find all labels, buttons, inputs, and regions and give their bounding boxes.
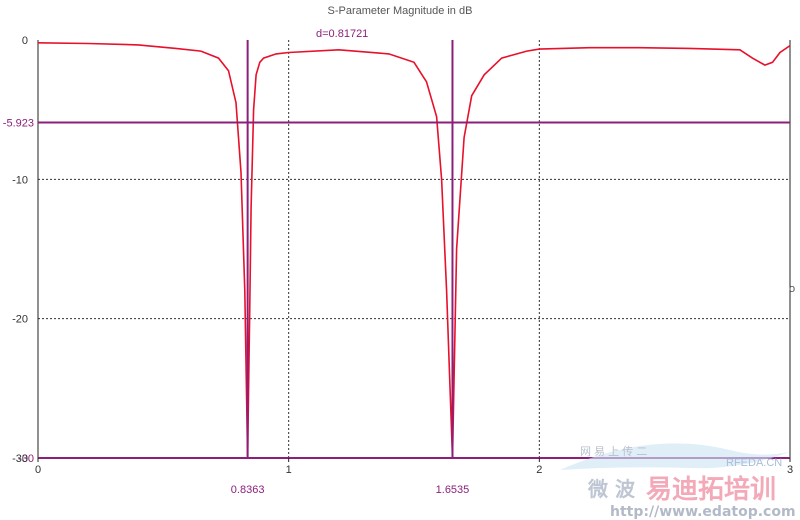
watermark: 网 易 上 传 二 RFEDA.CN 微 波 易迪拓培训 http://www.… bbox=[560, 443, 796, 520]
chart-title: S-Parameter Magnitude in dB bbox=[328, 5, 473, 17]
watermark-site: RFEDA.CN bbox=[726, 457, 782, 469]
x-tick-label-2: 2 bbox=[536, 464, 542, 476]
tick-layer: 0 1 2 3 0 -10 -20 -30 bbox=[12, 35, 793, 476]
marker-label-y-2: -5.923 bbox=[3, 118, 34, 130]
series-line-0 bbox=[37, 42, 791, 459]
y-tick-label-3: -30 bbox=[12, 453, 28, 465]
marker-layer: 0.8363 1.6535 -5.923 -30 bbox=[3, 40, 790, 496]
axis-layer bbox=[37, 40, 791, 459]
watermark-brand-prefix: 微 波 bbox=[587, 477, 636, 501]
x-tick-label-0: 0 bbox=[35, 464, 41, 476]
y-tick-label-1: -10 bbox=[12, 174, 28, 186]
series-layer bbox=[37, 42, 791, 459]
x-tick-label-1: 1 bbox=[286, 464, 292, 476]
x-tick-label-3: 3 bbox=[787, 464, 793, 476]
marker-label-x-1: 1.6535 bbox=[436, 484, 470, 496]
watermark-line1: 网 易 上 传 二 bbox=[580, 445, 647, 458]
y-tick-label-0: 0 bbox=[22, 35, 28, 47]
watermark-brand: 易迪拓培训 bbox=[646, 475, 776, 505]
watermark-swoosh-icon bbox=[560, 443, 790, 470]
watermark-url: http://www.edatop.com bbox=[610, 504, 796, 520]
right-edge-label: o bbox=[789, 283, 795, 295]
y-tick-label-2: -20 bbox=[12, 314, 28, 326]
marker-label-x-0: 0.8363 bbox=[231, 484, 265, 496]
delta-readout: d=0.81721 bbox=[316, 28, 368, 40]
marker-label-y-3: -30 bbox=[18, 453, 34, 465]
grid-layer bbox=[38, 40, 790, 458]
